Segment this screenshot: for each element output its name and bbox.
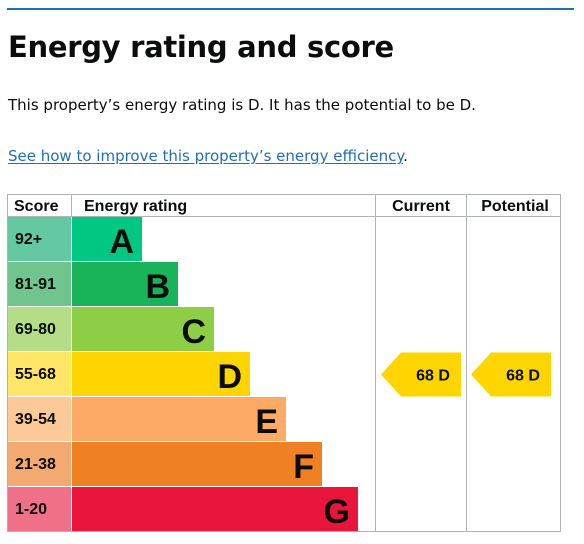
score-cell-d [8, 352, 71, 396]
improve-paragraph: See how to improve this property’s energ… [8, 147, 408, 165]
score-range-g: 1-20 [15, 501, 47, 518]
score-range-a: 92+ [15, 231, 42, 248]
score-range-d: 55-68 [15, 366, 56, 383]
rating-bar-e [72, 397, 286, 441]
current-rating-label: 68 D [416, 368, 450, 385]
header-potential: Potential [481, 198, 549, 215]
rating-bar-d [72, 352, 250, 396]
rating-bar-b [72, 262, 178, 306]
rating-letter-g: G [324, 493, 350, 531]
header-score: Score [14, 198, 59, 215]
rating-bar-c [72, 307, 214, 351]
header-energy-rating: Energy rating [84, 198, 187, 215]
rating-letter-c: C [181, 313, 206, 351]
score-range-f: 21-38 [15, 456, 56, 473]
score-cell-a [8, 217, 71, 261]
rating-bar-f [72, 442, 322, 486]
score-range-e: 39-54 [15, 411, 56, 428]
improve-efficiency-link[interactable]: See how to improve this property’s energ… [8, 147, 404, 165]
rating-letter-f: F [293, 448, 314, 486]
rating-letter-d: D [217, 358, 242, 396]
score-cell-b [8, 262, 71, 306]
potential-rating-label: 68 D [506, 368, 540, 385]
improve-suffix: . [403, 147, 408, 165]
current-rating-arrow [381, 352, 461, 397]
score-range-b: 81-91 [15, 276, 56, 293]
potential-rating-arrow [471, 352, 551, 397]
score-cell-g [8, 487, 71, 531]
score-cell-c [8, 307, 71, 351]
header-current: Current [392, 198, 450, 215]
rating-bar-g [72, 487, 358, 531]
rating-letter-a: A [109, 223, 134, 261]
page-title: Energy rating and score [8, 30, 394, 64]
table-frame [7, 194, 561, 532]
rating-letter-b: B [145, 268, 170, 306]
rating-summary: This property’s energy rating is D. It h… [8, 96, 476, 114]
score-cell-f [8, 442, 71, 486]
top-divider [7, 8, 574, 10]
rating-bar-a [72, 217, 142, 261]
score-range-c: 69-80 [15, 321, 56, 338]
score-cell-e [8, 397, 71, 441]
rating-letter-e: E [255, 403, 278, 441]
